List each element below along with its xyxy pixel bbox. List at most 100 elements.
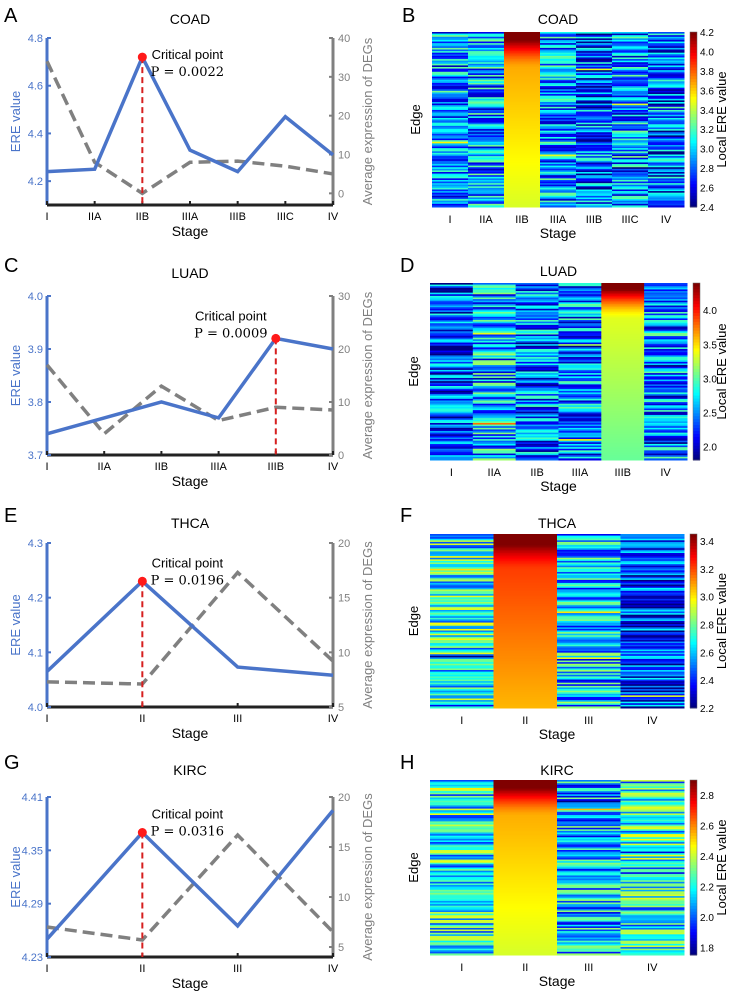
heatmap-cell: [432, 205, 469, 207]
colorbar-tick-label: 2.6: [700, 648, 714, 659]
deg-series-line: [47, 61, 333, 193]
colorbar-segment: [690, 865, 697, 868]
x-tick-label: IIB: [136, 211, 149, 223]
colorbar-segment: [693, 283, 700, 286]
chart-title: COAD: [170, 11, 210, 27]
colorbar-segment: [690, 929, 697, 932]
colorbar-segment: [690, 824, 697, 827]
colorbar-segment: [690, 192, 697, 195]
heatmap-cell: [494, 706, 558, 708]
colorbar-segment: [690, 650, 697, 653]
colorbar-segment: [690, 61, 697, 64]
left-tick-label: 4.0: [28, 291, 43, 303]
x-tick-label: IIIA: [182, 211, 199, 223]
colorbar-tick-label: 2.6: [700, 184, 714, 195]
right-tick-label: 5: [338, 942, 344, 954]
colorbar-segment: [693, 377, 700, 380]
colorbar-segment: [690, 838, 697, 841]
colorbar-segment: [693, 324, 700, 327]
critical-p-value: P = 0.0022: [151, 65, 224, 80]
colorbar-segment: [690, 537, 697, 540]
colorbar-segment: [690, 830, 697, 833]
colorbar-segment: [690, 630, 697, 633]
x-tick-label: IV: [328, 461, 339, 473]
x-tick-label: IIIB: [229, 211, 246, 223]
colorbar-segment: [690, 35, 697, 38]
colorbar-segment: [690, 888, 697, 891]
x-tick-label: IV: [328, 713, 339, 725]
panel-label: F: [400, 505, 412, 527]
colorbar-segment: [693, 439, 700, 442]
colorbar-segment: [693, 298, 700, 301]
colorbar-segment: [690, 905, 697, 908]
colorbar-segment: [690, 569, 697, 572]
left-axis-label: ERE value: [8, 91, 23, 152]
colorbar-segment: [690, 108, 697, 111]
colorbar-segment: [690, 891, 697, 894]
colorbar-segment: [693, 419, 700, 422]
colorbar-segment: [690, 190, 697, 193]
colorbar-segment: [690, 64, 697, 67]
panel-label: G: [4, 752, 20, 774]
right-tick-label: 20: [338, 792, 350, 804]
x-axis-label: Stage: [172, 473, 209, 489]
colorbar-segment: [693, 401, 700, 404]
right-tick-label: 15: [338, 842, 350, 854]
right-tick-label: 10: [338, 397, 350, 409]
colorbar-segment: [690, 809, 697, 812]
colorbar-segment: [693, 310, 700, 313]
x-tick-label: II: [139, 713, 145, 725]
colorbar-segment: [690, 835, 697, 838]
colorbar-segment: [690, 853, 697, 856]
colorbar-segment: [690, 85, 697, 88]
colorbar-label: Local ERE value: [714, 573, 729, 669]
colorbar-tick-label: 1.8: [700, 943, 714, 954]
colorbar-segment: [693, 416, 700, 419]
right-tick-label: 0: [338, 188, 344, 200]
colorbar-segment: [690, 169, 697, 172]
colorbar-tick-label: 4.0: [703, 306, 717, 317]
colorbar-segment: [690, 894, 697, 897]
colorbar-tick-label: 3.4: [700, 537, 714, 548]
colorbar-tick-label: 2.2: [700, 883, 714, 894]
colorbar-segment: [690, 575, 697, 578]
colorbar-segment: [690, 580, 697, 583]
colorbar-segment: [693, 321, 700, 324]
colorbar-segment: [690, 789, 697, 792]
colorbar-segment: [690, 920, 697, 923]
colorbar-tick-label: 3.4: [700, 106, 714, 117]
heatmap-cell: [494, 953, 558, 955]
colorbar-segment: [690, 93, 697, 96]
heatmap-cell: [621, 953, 685, 955]
colorbar-segment: [693, 301, 700, 304]
y-axis-label: Edge: [406, 356, 421, 386]
colorbar-segment: [693, 289, 700, 292]
colorbar-segment: [690, 143, 697, 146]
colorbar-segment: [693, 292, 700, 295]
panel-label: H: [400, 752, 414, 774]
colorbar-segment: [690, 604, 697, 607]
colorbar-segment: [690, 659, 697, 662]
colorbar-segment: [690, 134, 697, 137]
colorbar-segment: [693, 295, 700, 298]
heatmap-cell: [559, 458, 602, 460]
colorbar-segment: [690, 87, 697, 90]
colorbar-segment: [690, 551, 697, 554]
colorbar-segment: [690, 806, 697, 809]
colorbar-tick-label: 4.0: [700, 47, 714, 58]
right-axis-label: Average expression of DEGs: [360, 37, 375, 205]
colorbar-tick-label: 2.0: [703, 442, 717, 453]
left-tick-label: 4.3: [28, 538, 43, 550]
colorbar-tick-label: 2.8: [700, 791, 714, 802]
colorbar-segment: [690, 624, 697, 627]
colorbar-segment: [690, 679, 697, 682]
x-tick-label: IV: [328, 963, 339, 975]
colorbar-segment: [690, 184, 697, 187]
colorbar-tick-label: 3.6: [700, 86, 714, 97]
left-tick-label: 4.1: [28, 647, 43, 659]
x-tick-label: III: [584, 962, 593, 974]
right-tick-label: 20: [338, 538, 350, 550]
colorbar-segment: [690, 935, 697, 938]
colorbar-segment: [690, 821, 697, 824]
colorbar-segment: [690, 694, 697, 697]
